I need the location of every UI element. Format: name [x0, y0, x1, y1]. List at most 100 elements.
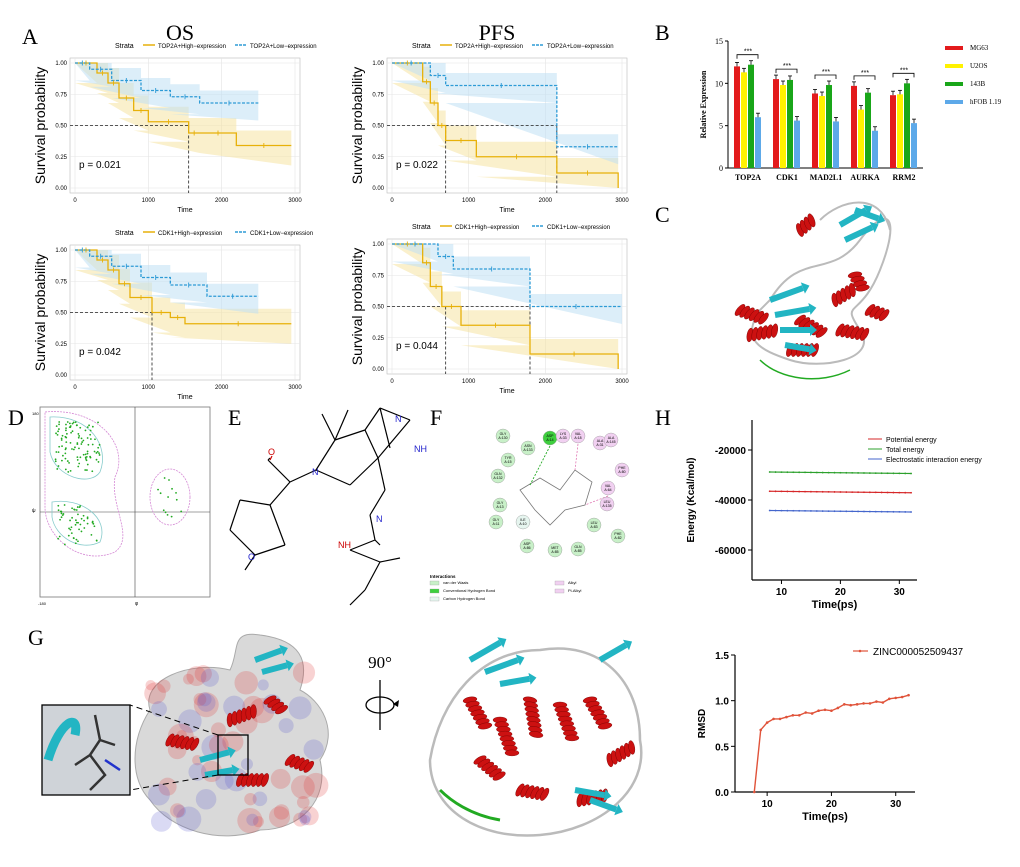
residue-point — [69, 528, 72, 531]
helix-turn — [628, 740, 636, 755]
residue-point — [74, 523, 77, 526]
residue-label: GLY — [493, 518, 500, 522]
charge-patch — [237, 807, 263, 834]
beta-arrow — [603, 789, 612, 802]
bond — [269, 504, 286, 546]
legend-label: U2OS — [970, 62, 988, 70]
residue-point — [95, 458, 98, 461]
atom-label: NH — [338, 540, 351, 550]
residue-label: ASP — [546, 434, 554, 438]
rmsd-point — [868, 702, 872, 705]
legend-label: hFOB 1.19 — [970, 98, 1002, 106]
y-tick-label: 0.75 — [55, 279, 67, 285]
x-tick-label: 20 — [826, 799, 838, 810]
residue-point — [94, 438, 96, 441]
legend-swatch — [554, 588, 565, 594]
bond — [379, 557, 401, 563]
beta-arrow — [800, 282, 810, 294]
residue-point — [78, 447, 80, 450]
y-tick-label: 0.25 — [372, 155, 384, 161]
x-tick-label: 0 — [73, 198, 77, 204]
energy-point — [851, 471, 854, 474]
significance-label: *** — [822, 69, 830, 76]
rmsd-point — [881, 701, 885, 704]
bond — [269, 455, 273, 461]
residue-node — [488, 514, 504, 530]
residue-label: A:130 — [498, 436, 507, 440]
residue-point — [82, 514, 85, 517]
y-tick-label: 1.00 — [372, 242, 384, 248]
bond — [349, 549, 381, 563]
residue-point — [56, 468, 59, 470]
bar — [794, 120, 800, 168]
residue-label: MET — [551, 546, 559, 550]
residue-point — [93, 525, 96, 528]
charge-patch — [215, 771, 234, 790]
energy-point — [886, 491, 889, 494]
residue-point — [75, 424, 78, 427]
charge-patch — [299, 806, 319, 826]
residue-label: A:18 — [574, 436, 581, 440]
rmsd-point — [772, 717, 775, 721]
energy-point — [792, 509, 795, 512]
energy-point — [880, 491, 883, 494]
residue-point — [79, 456, 82, 459]
residue-point — [71, 422, 74, 425]
legend-swatch — [945, 46, 963, 50]
residue-point — [70, 526, 73, 529]
charge-patch — [290, 775, 315, 800]
charge-patch — [270, 768, 291, 789]
charge-patch — [148, 783, 170, 806]
confidence-band — [392, 244, 622, 324]
residue-point — [86, 437, 89, 439]
legend-swatch — [429, 580, 440, 586]
rmsd-chart: 0.0 0.5 1.0 1.5 10 20 30 Time(ps) RMSD ZINC000052… — [697, 647, 964, 823]
residue-point — [72, 537, 75, 539]
energy-point — [768, 509, 771, 512]
residue-point — [61, 445, 63, 448]
category-label: CDK1 — [776, 173, 798, 182]
energy-point — [868, 491, 871, 494]
atom-label: O — [248, 552, 255, 562]
rmsd-point — [900, 695, 904, 699]
x-tick-label: 2000 — [215, 198, 229, 204]
beta-arrow — [528, 672, 537, 685]
km-curve-low — [392, 243, 622, 308]
ligand-nitrogen — [104, 758, 121, 772]
residue-node — [586, 517, 602, 533]
protein-surface-g — [41, 633, 329, 837]
residue-point — [77, 433, 80, 435]
legend-swatch — [429, 596, 440, 602]
legend-label: Pi-Alkyl — [568, 588, 581, 593]
helix-turn — [261, 773, 269, 787]
x-axis-label: Time — [177, 394, 192, 401]
rmsd-point — [849, 703, 853, 707]
energy-point — [810, 490, 812, 493]
residue-label: GLY — [497, 501, 504, 505]
energy-point — [780, 471, 783, 474]
residue-point — [83, 527, 86, 529]
helix-turn — [504, 749, 520, 757]
legend-swatch-point — [858, 649, 862, 653]
charge-patch — [145, 679, 156, 691]
residue-point — [175, 498, 178, 501]
energy-point — [798, 509, 801, 512]
residue-point — [76, 456, 79, 459]
legend-label: van der Waals — [443, 580, 468, 585]
residue-point — [58, 445, 61, 448]
rmsd-point — [823, 708, 827, 712]
atom-label: N — [312, 467, 319, 477]
charge-patch — [144, 682, 166, 705]
residue-node — [490, 468, 506, 484]
helix-turn — [855, 284, 870, 292]
residue-point — [98, 454, 101, 456]
x-tick-label: 10 — [762, 799, 774, 810]
confidence-band — [75, 250, 259, 314]
charge-patch — [151, 701, 167, 717]
residue-point — [97, 446, 100, 449]
residue-point — [57, 465, 60, 467]
residue-label: A:80 — [618, 470, 625, 474]
x-tick-label: 30 — [890, 799, 902, 810]
residue-point — [74, 421, 77, 424]
energy-point — [845, 510, 848, 513]
